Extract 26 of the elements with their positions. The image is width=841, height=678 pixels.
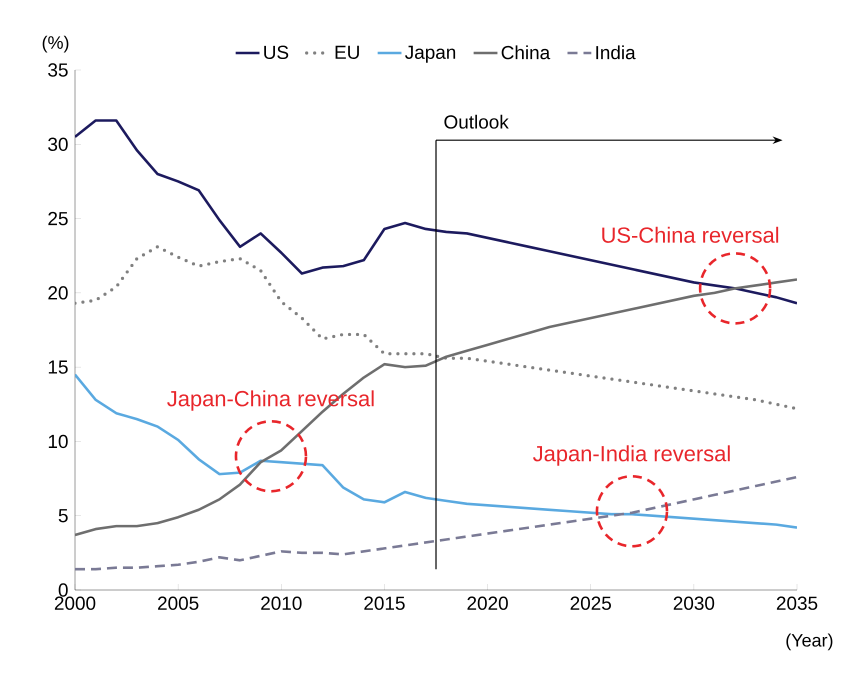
y-axis-title: (%)	[42, 36, 68, 52]
y-tick-label: 15	[48, 360, 68, 374]
x-tick-label: 2020	[467, 596, 508, 610]
y-tick-label: 20	[48, 286, 68, 300]
y-tick-label: 25	[48, 212, 68, 226]
x-tick-label: 2010	[261, 596, 302, 610]
x-tick-label: 2030	[674, 596, 714, 610]
y-tick-label: 30	[48, 138, 68, 151]
legend-label: China	[502, 45, 550, 60]
x-tick-label: 2015	[364, 596, 405, 610]
y-tick-label: 0	[58, 583, 68, 597]
ref-line-label: Outlook	[444, 114, 509, 129]
annotation: US-China reversal	[602, 226, 778, 243]
y-tick-label: 35	[48, 63, 68, 77]
legend-label: EU	[336, 46, 359, 59]
x-tick-label: 2005	[158, 596, 198, 610]
y-tick-label: 5	[58, 509, 68, 522]
x-tick-label: 2035	[776, 596, 818, 610]
x-tick-label: 2025	[570, 596, 611, 610]
annotation: Japan-India reversal	[533, 445, 730, 466]
legend-label: US	[264, 46, 288, 60]
y-tick-label: 10	[48, 434, 68, 448]
x-tick-label: 2000	[54, 596, 96, 610]
x-axis-title: (Year)	[786, 634, 832, 650]
legend-label: Japan	[405, 46, 456, 63]
legend-label: India	[596, 45, 636, 60]
